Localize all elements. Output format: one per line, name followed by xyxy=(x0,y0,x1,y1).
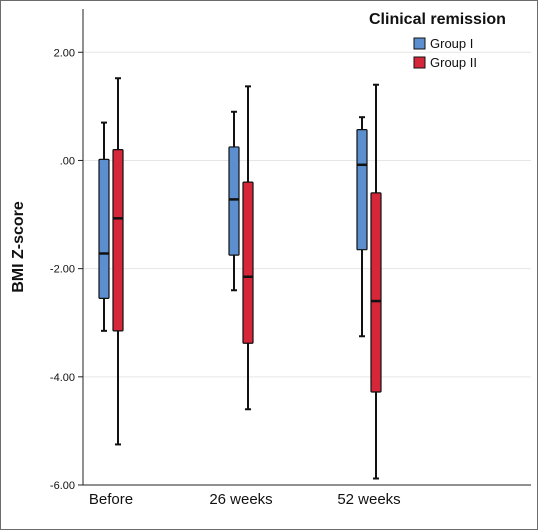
boxes xyxy=(98,77,382,480)
box-group-i-1 xyxy=(228,110,240,292)
y-tick-labels: -6.00 -4.00 -2.00 .00 2.00 xyxy=(50,47,83,492)
category-label: 52 weeks xyxy=(337,491,400,508)
legend-swatch xyxy=(413,37,426,50)
x-category-labels: Before 26 weeks 52 weeks xyxy=(89,491,401,508)
grid-lines xyxy=(83,51,531,378)
box-group-ii-1 xyxy=(242,85,254,411)
legend-title: Clinical remission xyxy=(369,11,506,28)
box-iqr xyxy=(112,149,124,332)
y-tick-label: 2.00 xyxy=(54,47,75,59)
box-iqr xyxy=(98,158,110,299)
legend-swatch xyxy=(413,56,426,69)
y-tick-label: .00 xyxy=(60,155,75,167)
box-iqr xyxy=(228,146,240,256)
legend-items: Group I Group II xyxy=(413,36,477,70)
box-iqr xyxy=(356,129,368,251)
legend-label: Group II xyxy=(430,55,477,70)
y-axis-label: BMI Z-score xyxy=(10,201,27,293)
legend: Clinical remission Group I Group II xyxy=(369,11,506,70)
box-iqr xyxy=(242,181,254,344)
legend-item: Group I xyxy=(413,36,473,51)
legend-label: Group I xyxy=(430,36,473,51)
y-tick-label: -4.00 xyxy=(50,372,75,384)
box-group-ii-2 xyxy=(370,83,382,480)
box-group-i-0 xyxy=(98,121,110,332)
category-label: Before xyxy=(89,491,133,508)
category-label: 26 weeks xyxy=(209,491,272,508)
y-tick-label: -2.00 xyxy=(50,264,75,276)
box-group-ii-0 xyxy=(112,77,124,446)
legend-item: Group II xyxy=(413,55,477,70)
y-tick-label: -6.00 xyxy=(50,480,75,492)
box-iqr xyxy=(370,192,382,393)
box-group-i-2 xyxy=(356,116,368,338)
